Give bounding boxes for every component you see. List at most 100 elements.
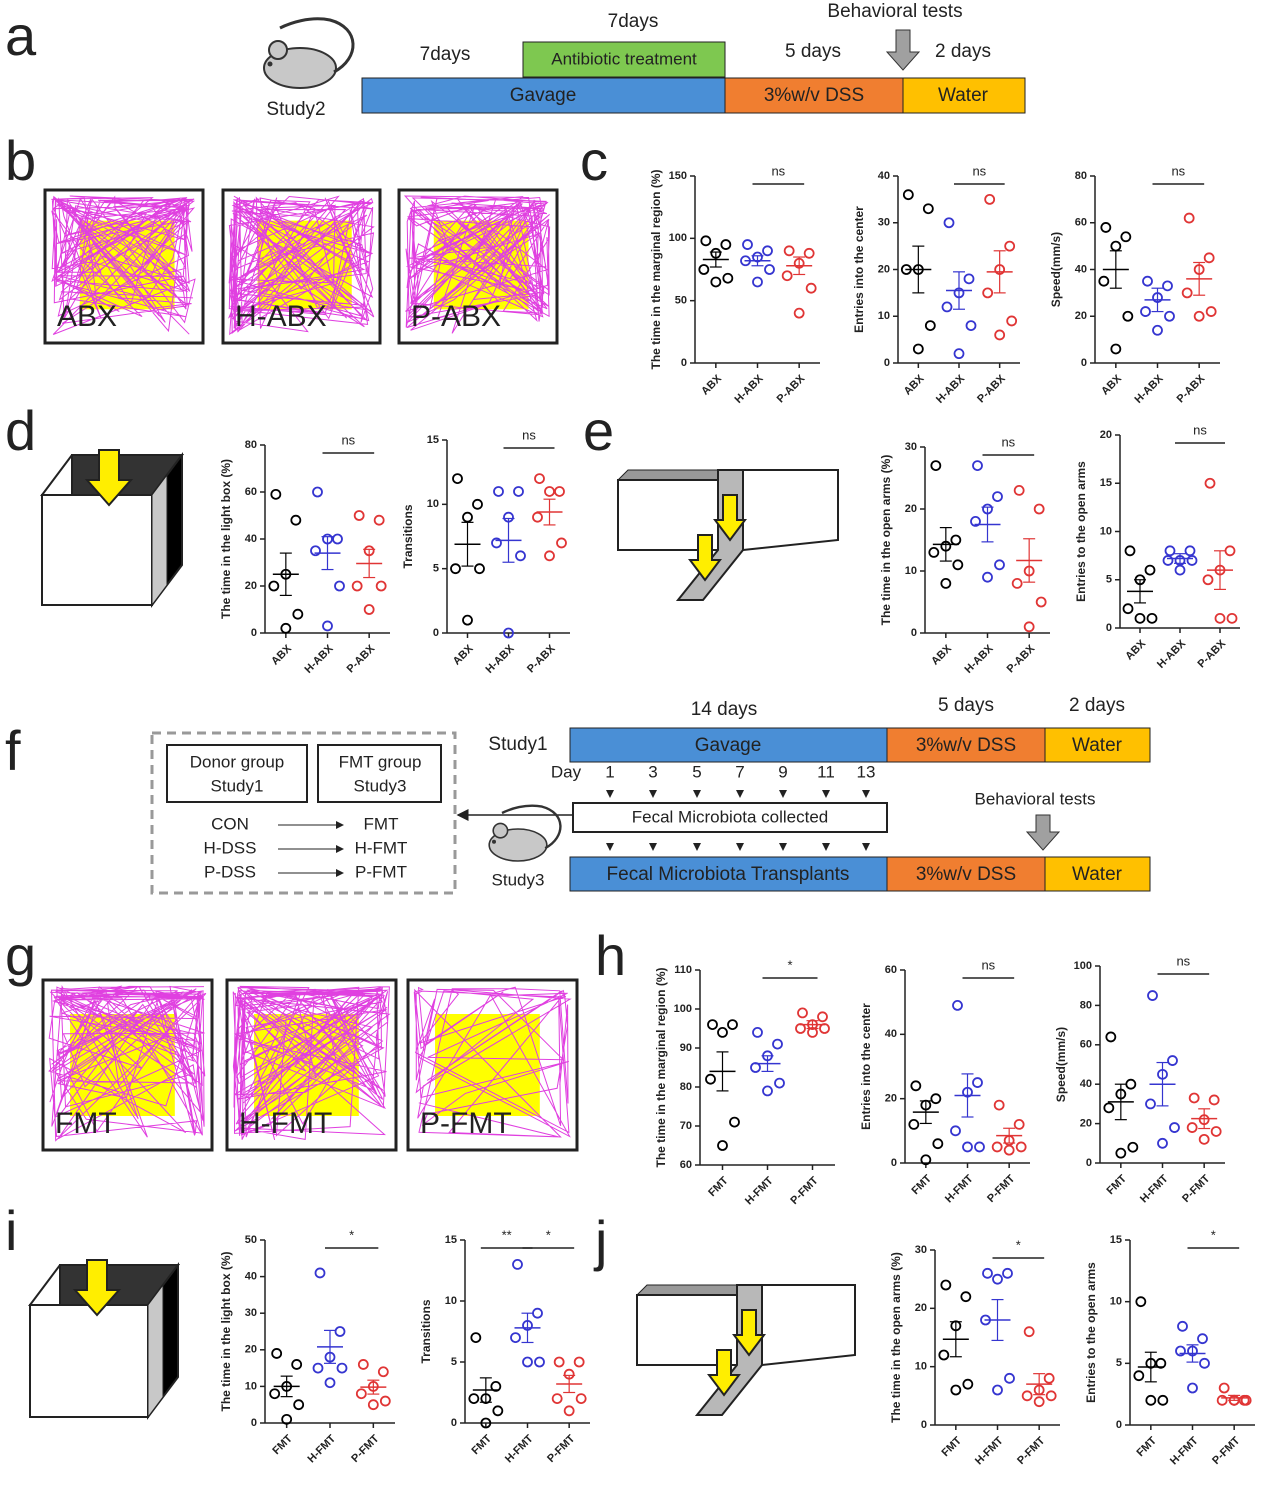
data-point xyxy=(1003,1144,1015,1156)
significance-label: ns xyxy=(1171,163,1185,178)
x-tick-label: H-FMT xyxy=(743,1174,776,1207)
data-point xyxy=(490,1381,502,1392)
data-point xyxy=(314,1267,326,1279)
data-point xyxy=(774,1077,785,1089)
group-label-box xyxy=(317,744,442,803)
panel-letter: i xyxy=(5,1199,17,1262)
data-point xyxy=(1162,555,1174,566)
day-number: 9 xyxy=(778,762,787,781)
data-point xyxy=(1045,1390,1057,1402)
data-point xyxy=(1023,1326,1035,1338)
data-point xyxy=(1208,1094,1220,1106)
data-point xyxy=(492,1405,504,1417)
data-point xyxy=(932,1138,944,1150)
x-tick-label: ABX xyxy=(1123,637,1148,662)
x-tick-label: H-FMT xyxy=(1168,1434,1201,1467)
phase-label: Gavage xyxy=(510,85,577,106)
chart: 0 5 10 15 Transitions ABX H-ABX P-ABX ns xyxy=(401,427,570,676)
data-point xyxy=(1023,621,1035,633)
x-tick-label: H-FMT xyxy=(1138,1172,1171,1205)
x-tick-label: P-ABX xyxy=(345,642,378,675)
group-label: P-FMT xyxy=(420,1107,512,1140)
trajectory xyxy=(48,984,207,1142)
x-tick-label: ABX xyxy=(1099,372,1124,397)
y-tick-label: 30 xyxy=(915,1244,927,1256)
data-point xyxy=(1164,545,1176,557)
data-point xyxy=(1187,1382,1198,1394)
y-tick-label: 0 xyxy=(251,1417,257,1429)
data-point xyxy=(322,620,333,632)
phase-label: Water xyxy=(1072,735,1123,756)
data-point xyxy=(1210,1126,1222,1137)
y-tick-label: 0 xyxy=(1116,1419,1122,1431)
data-point xyxy=(992,491,1003,503)
phase-label: Water xyxy=(938,85,989,106)
data-point xyxy=(334,1326,346,1337)
duration-label: 7days xyxy=(608,11,659,32)
y-tick-label: 20 xyxy=(878,263,890,275)
light-dark-box xyxy=(40,449,184,608)
data-point xyxy=(367,1399,379,1411)
y-tick-label: 5 xyxy=(433,563,439,575)
data-point xyxy=(373,514,385,526)
data-point xyxy=(1155,1357,1167,1369)
data-point xyxy=(1105,1031,1117,1043)
data-point xyxy=(280,622,292,634)
phase-label: Antibiotic treatment xyxy=(551,49,697,68)
data-point xyxy=(960,1291,972,1303)
timeline-f: Donor group Study1 FMT group Study3 CON … xyxy=(150,695,1151,895)
data-point xyxy=(1147,990,1158,1001)
day-marker xyxy=(862,790,870,798)
data-point xyxy=(522,1356,533,1368)
x-tick-label: H-ABX xyxy=(1155,637,1189,671)
data-point xyxy=(452,473,463,485)
y-tick-label: 80 xyxy=(680,1081,692,1093)
light-dark-box xyxy=(28,1259,180,1420)
y-tick-label: 20 xyxy=(885,1093,897,1105)
data-point xyxy=(532,511,543,523)
significance-label: * xyxy=(787,957,792,972)
data-point xyxy=(950,534,962,546)
data-point xyxy=(1157,1394,1169,1406)
chart: 0 20 40 60 Entries into the center FMT H-FMT P-… xyxy=(859,957,1030,1205)
data-point xyxy=(534,473,545,485)
x-tick-label: ABX xyxy=(269,642,294,667)
y-axis-label: The time in the marginal region (%) xyxy=(649,169,663,369)
data-point xyxy=(510,1332,521,1343)
y-tick-label: 15 xyxy=(1100,477,1112,489)
duration-label: 2 days xyxy=(935,41,991,62)
significance-label: * xyxy=(1016,1237,1021,1252)
x-tick-label: P-ABX xyxy=(975,372,1008,405)
x-tick-label: H-ABX xyxy=(963,642,997,676)
day-marker xyxy=(862,843,870,851)
data-point xyxy=(1188,1092,1200,1104)
elevated-maze xyxy=(616,469,839,601)
y-tick-label: 60 xyxy=(245,486,257,498)
y-tick-label: 30 xyxy=(245,1307,257,1319)
group-label: Donor group xyxy=(190,752,285,771)
x-tick-label: ABX xyxy=(902,372,927,397)
data-point xyxy=(1120,231,1132,243)
y-tick-label: 90 xyxy=(680,1042,692,1054)
data-point xyxy=(1098,275,1110,287)
data-point xyxy=(532,1307,543,1319)
data-point xyxy=(727,1019,738,1030)
data-point xyxy=(1013,484,1025,496)
data-point xyxy=(994,559,1005,571)
panel-letter: j xyxy=(593,1209,607,1272)
x-tick-label: H-FMT xyxy=(503,1432,536,1465)
trajectory xyxy=(232,985,391,1141)
x-tick-label: H-FMT xyxy=(943,1172,976,1205)
data-point xyxy=(324,1377,336,1389)
data-point xyxy=(902,189,914,201)
collected-label: Fecal Microbiota collected xyxy=(632,807,829,826)
data-point xyxy=(556,537,567,549)
days: 1 3 5 7 9 11 13 xyxy=(605,762,875,851)
data-point xyxy=(355,1388,367,1400)
data-point xyxy=(377,1366,389,1378)
y-axis-label: Entries to the open arms xyxy=(1084,1262,1098,1403)
data-point xyxy=(752,276,763,288)
data-point xyxy=(805,282,817,294)
phase-label: 3%w/v DSS xyxy=(916,735,1016,756)
